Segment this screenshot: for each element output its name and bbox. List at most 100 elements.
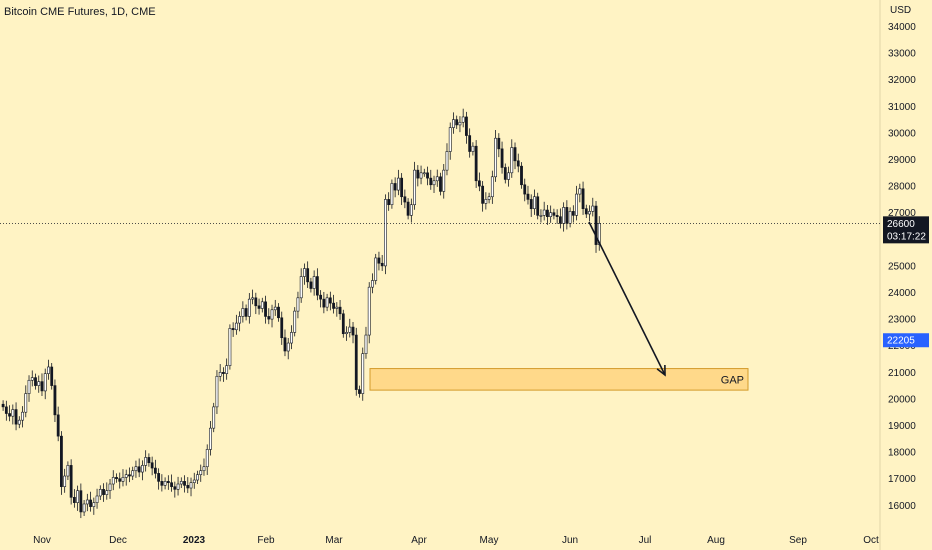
candle-down (157, 473, 161, 482)
candle-up (21, 411, 24, 421)
candle-up (290, 332, 293, 344)
x-tick-label: May (480, 535, 499, 546)
candle-down (584, 208, 588, 215)
x-tick-label: Sep (789, 535, 807, 546)
candle-up (270, 309, 274, 320)
candle-up (591, 205, 595, 212)
candle-up (303, 268, 306, 277)
candle-up (82, 503, 86, 513)
candle-down (520, 165, 523, 186)
candle-up (108, 483, 112, 491)
candle-up (293, 310, 297, 333)
candle-up (461, 116, 465, 123)
candle-down (426, 172, 429, 179)
candle-up (273, 306, 277, 311)
candle-up (251, 297, 254, 300)
candle-down (555, 215, 559, 217)
candle-down (529, 199, 533, 210)
candle-up (419, 172, 423, 179)
candle-up (490, 176, 494, 198)
candle-up (549, 212, 553, 217)
candle-down (552, 212, 556, 216)
candle-down (267, 316, 271, 320)
candle-down (322, 298, 326, 308)
candle-down (477, 180, 481, 187)
candle-down (69, 465, 73, 498)
candle-up (542, 209, 546, 216)
candle-up (442, 169, 446, 192)
candle-down (186, 485, 190, 489)
candle-down (170, 482, 173, 487)
candle-up (85, 499, 89, 505)
candle-down (341, 313, 345, 335)
candle-up (325, 297, 329, 308)
x-tick-label: Apr (411, 535, 427, 546)
candle-up (176, 483, 180, 490)
candle-down (115, 477, 118, 479)
candle-up (218, 371, 222, 377)
candle-down (565, 207, 569, 224)
candle-up (286, 342, 290, 352)
candle-up (507, 172, 510, 180)
projection-arrow[interactable] (588, 221, 666, 377)
candle-down (468, 135, 472, 152)
candle-down (173, 486, 177, 490)
candle-up (452, 119, 455, 128)
candle-up (205, 449, 209, 468)
candle-up (484, 199, 488, 204)
candle-up (17, 419, 21, 425)
y-tick-label: 28000 (888, 182, 916, 193)
candle-up (241, 308, 245, 317)
candle-down (393, 183, 397, 191)
candle-up (47, 366, 50, 374)
candle-up (76, 490, 80, 503)
candle-down (338, 306, 342, 315)
candle-down (387, 199, 391, 206)
candle-down (34, 377, 37, 386)
candle-up (445, 151, 449, 171)
candle-up (597, 223, 601, 245)
gap-zone[interactable]: GAP (369, 368, 749, 391)
y-tick-label: 21000 (888, 368, 916, 379)
candle-up (189, 482, 193, 489)
candle-down (53, 385, 57, 416)
y-tick-label: 27000 (888, 208, 916, 219)
candle-up (448, 127, 452, 152)
y-tick-label: 20000 (888, 394, 916, 405)
y-tick-label: 29000 (888, 155, 916, 166)
candle-up (568, 211, 572, 224)
y-tick-label: 23000 (888, 315, 916, 326)
candle-down (465, 116, 468, 136)
candle-up (422, 172, 426, 175)
y-axis-unit-label: USD (890, 5, 912, 16)
candle-up (562, 207, 566, 224)
candle-up (202, 466, 206, 472)
x-tick-label: Jun (562, 535, 578, 546)
candle-up (510, 147, 514, 174)
y-axis[interactable]: 1600017000180001900020000210002200023000… (888, 22, 916, 512)
candle-up (228, 328, 232, 366)
candle-up (124, 474, 128, 478)
price-badge-value: 26600 (887, 219, 915, 230)
candle-down (4, 406, 8, 414)
candle-down (503, 167, 507, 180)
candle-down (500, 148, 504, 168)
candle-up (260, 301, 264, 309)
candle-up (471, 145, 475, 152)
candle-down (377, 257, 381, 264)
candle-down (319, 294, 323, 300)
candle-down (306, 268, 310, 283)
candle-up (575, 193, 578, 216)
candle-down (406, 201, 410, 216)
candle-up (494, 137, 497, 178)
candle-up (105, 490, 109, 495)
candle-up (371, 280, 374, 288)
candle-down (439, 176, 442, 192)
y-tick-label: 32000 (888, 75, 916, 86)
candle-down (254, 297, 258, 307)
x-axis[interactable]: Nov Dec 2023 Feb Mar Apr May Jun Jul Aug Sep Oct (33, 535, 879, 546)
y-tick-label: 31000 (888, 102, 916, 113)
candle-up (95, 495, 99, 503)
